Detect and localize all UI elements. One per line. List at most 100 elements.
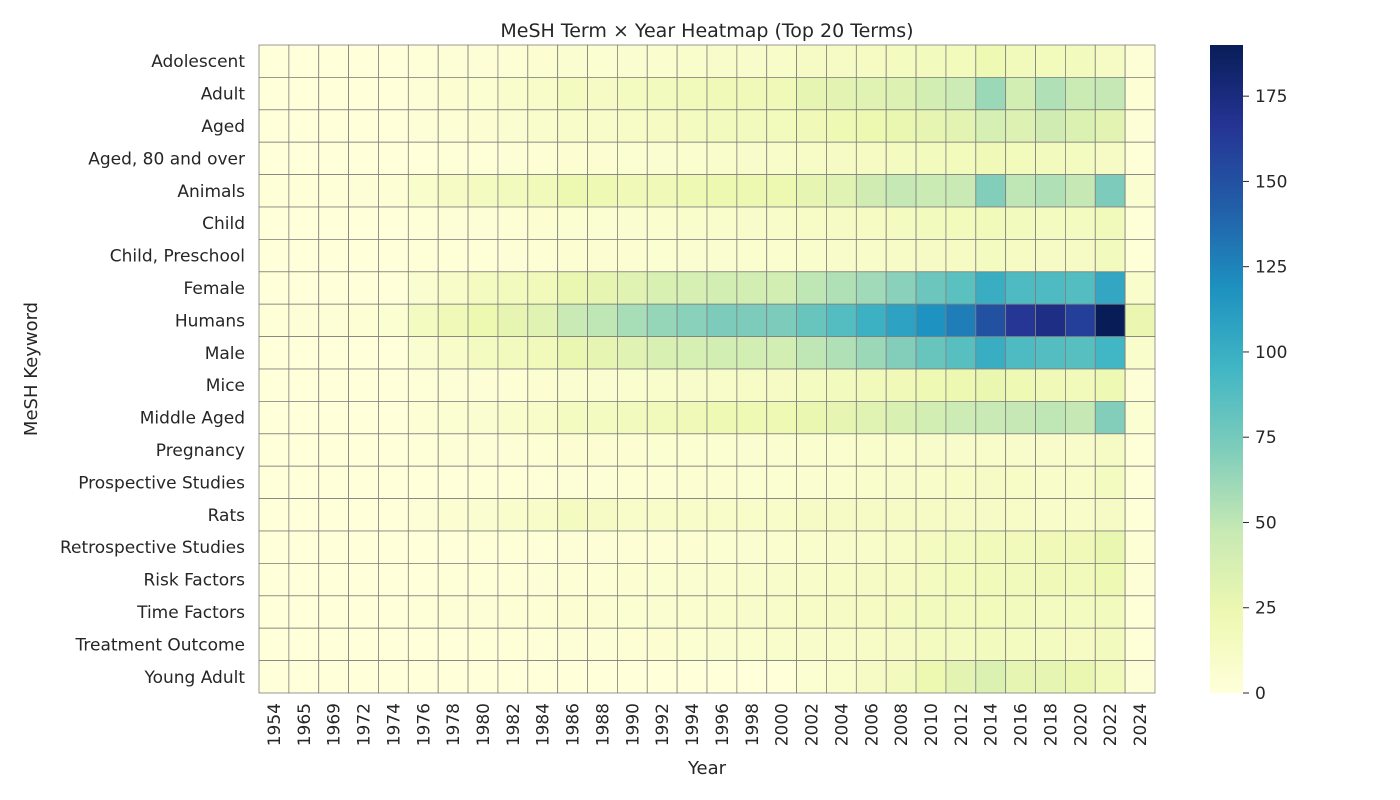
heatmap-cell — [527, 563, 559, 597]
heatmap-cell — [1065, 44, 1096, 78]
heatmap-cell — [1035, 77, 1066, 111]
heatmap-cell — [348, 109, 379, 143]
heatmap-cell — [766, 368, 797, 402]
heatmap-cell — [407, 368, 439, 402]
y-tick-label: Pregnancy — [156, 441, 245, 461]
heatmap-cell — [258, 141, 290, 175]
heatmap-cell — [467, 141, 499, 175]
heatmap-cell — [1005, 141, 1036, 175]
heatmap-cell — [646, 563, 678, 597]
heatmap-cell — [407, 44, 439, 78]
heatmap-cell — [467, 465, 499, 500]
heatmap-cell — [706, 595, 738, 629]
heatmap-cell — [437, 530, 469, 564]
heatmap-cell — [885, 336, 917, 370]
heatmap-cell — [706, 563, 738, 597]
heatmap-cell — [646, 498, 678, 532]
heatmap-cell — [1035, 109, 1066, 143]
heatmap-cell — [1035, 174, 1066, 208]
heatmap-cell — [1094, 44, 1126, 78]
heatmap-cell — [437, 109, 469, 143]
x-tick-label: 2022 — [1101, 703, 1121, 746]
heatmap-cell — [1094, 141, 1126, 175]
heatmap-cell — [318, 400, 350, 435]
heatmap-cell — [617, 498, 648, 532]
heatmap-cell — [348, 206, 379, 240]
heatmap-cell — [676, 368, 708, 402]
heatmap-cell — [407, 627, 439, 662]
heatmap-cell — [348, 77, 379, 111]
heatmap-cell — [378, 109, 409, 143]
heatmap-cell — [1065, 141, 1096, 175]
heatmap-cell — [646, 44, 678, 78]
heatmap-cell — [766, 530, 797, 564]
heatmap-cell — [437, 303, 469, 338]
heatmap-cell — [497, 368, 529, 402]
heatmap-cell — [557, 660, 588, 694]
heatmap-cell — [467, 206, 499, 240]
heatmap-cell — [676, 498, 708, 532]
heatmap-cell — [736, 465, 768, 500]
heatmap-cell — [557, 368, 588, 402]
heatmap-cell — [1005, 563, 1036, 597]
heatmap-cell — [1035, 627, 1066, 662]
heatmap-cell — [885, 141, 917, 175]
heatmap-cell — [348, 336, 379, 370]
heatmap-cell — [1094, 174, 1126, 208]
heatmap-cell — [407, 77, 439, 111]
heatmap-cell — [766, 77, 797, 111]
heatmap-cell — [855, 627, 887, 662]
heatmap-cell — [796, 563, 827, 597]
heatmap-cell — [855, 595, 887, 629]
heatmap-cell — [1094, 595, 1126, 629]
heatmap-cell — [557, 595, 588, 629]
heatmap-cell — [855, 238, 887, 273]
heatmap-cell — [258, 44, 290, 78]
heatmap-cell — [736, 44, 768, 78]
heatmap-cell — [617, 336, 648, 370]
heatmap-cell — [1035, 368, 1066, 402]
heatmap-cell — [318, 303, 350, 338]
heatmap-cell — [557, 563, 588, 597]
heatmap-cell — [348, 271, 379, 305]
heatmap-cell — [1124, 44, 1156, 78]
heatmap-cell — [288, 44, 320, 78]
colorbar-tick-label: 125 — [1255, 258, 1287, 278]
heatmap-cell — [407, 498, 439, 532]
heatmap-cell — [706, 465, 738, 500]
heatmap-cell — [766, 303, 797, 338]
heatmap-cell — [736, 498, 768, 532]
heatmap-cell — [378, 303, 409, 338]
heatmap-cell — [587, 44, 618, 78]
heatmap-cell — [1005, 627, 1036, 662]
heatmap-cell — [766, 238, 797, 273]
heatmap-cell — [1124, 400, 1156, 435]
heatmap-cell — [1124, 433, 1156, 467]
heatmap-cell — [407, 433, 439, 467]
heatmap-cell — [617, 660, 648, 694]
heatmap-cell — [557, 627, 588, 662]
heatmap-cell — [736, 563, 768, 597]
heatmap-cell — [318, 109, 350, 143]
heatmap-cell — [826, 465, 857, 500]
heatmap-cell — [617, 44, 648, 78]
heatmap-cell — [855, 141, 887, 175]
heatmap-cell — [378, 530, 409, 564]
heatmap-cell — [915, 77, 947, 111]
heatmap-cell — [557, 271, 588, 305]
x-tick-label: 1969 — [325, 703, 345, 746]
heatmap-cell — [945, 77, 977, 111]
heatmap-cell — [437, 627, 469, 662]
heatmap-cell — [1035, 336, 1066, 370]
heatmap-cell — [288, 433, 320, 467]
heatmap-cell — [1005, 174, 1036, 208]
heatmap-cell — [378, 238, 409, 273]
heatmap-cell — [766, 336, 797, 370]
heatmap-cell — [915, 433, 947, 467]
x-tick-label: 2004 — [832, 703, 852, 746]
x-tick-label: 2002 — [803, 703, 823, 746]
colorbar-tick-label: 0 — [1255, 684, 1266, 704]
heatmap-cell — [288, 238, 320, 273]
heatmap-cell — [318, 141, 350, 175]
